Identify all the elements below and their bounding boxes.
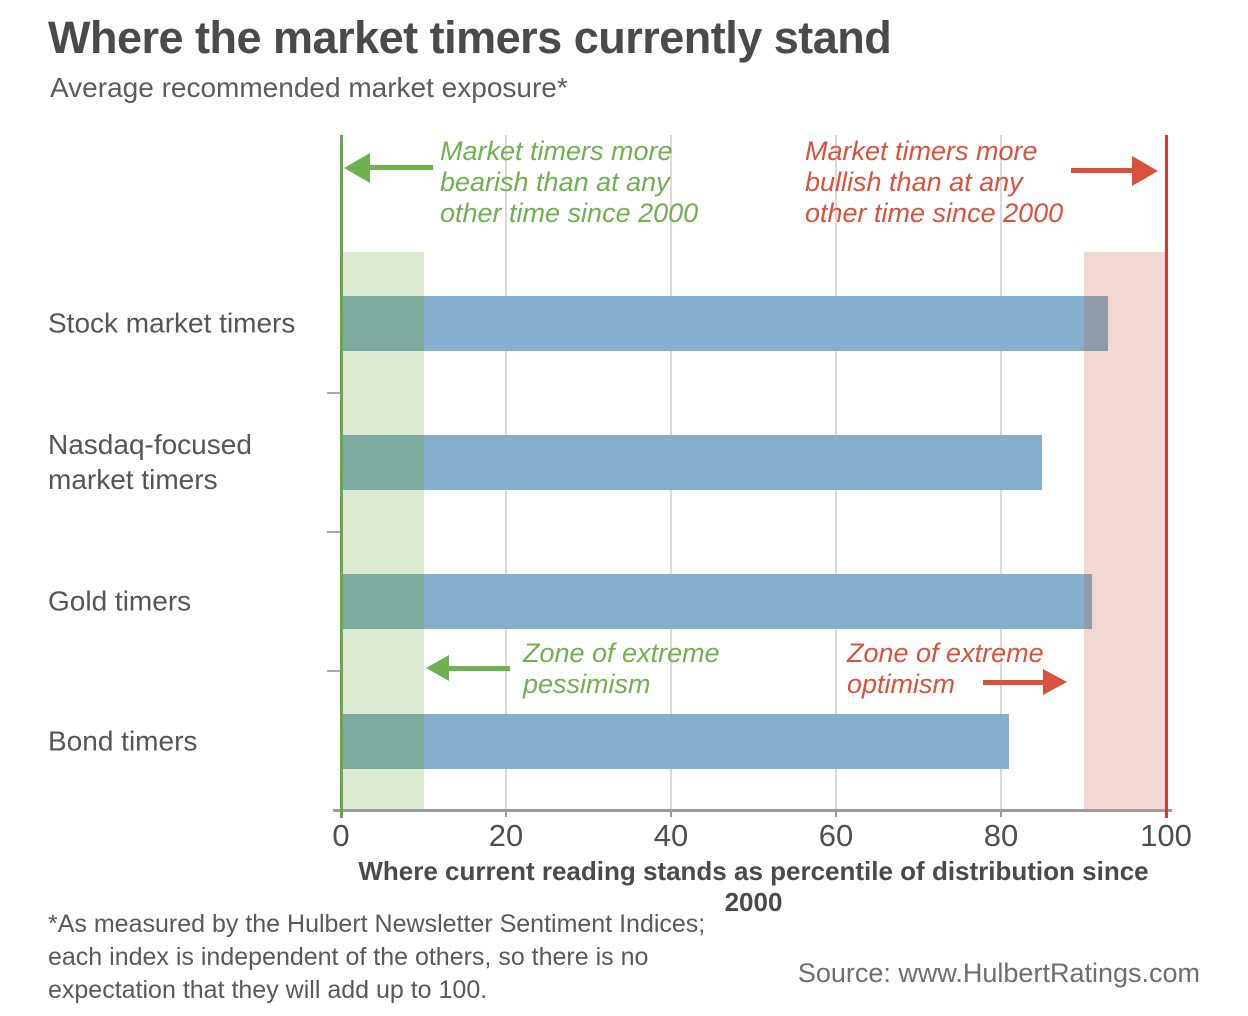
bar-1-segment xyxy=(423,434,1043,490)
annotation-optimism-zone: Zone of extreme optimism xyxy=(847,638,1044,699)
chart-subtitle: Average recommended market exposure* xyxy=(50,72,568,103)
x-axis-label: Where current reading stands as percenti… xyxy=(358,856,1149,917)
bar-3-segment-green xyxy=(341,713,424,769)
bar-3-segment xyxy=(423,713,1010,769)
x-axis-tick xyxy=(670,810,672,817)
y-axis-tick xyxy=(327,530,341,533)
bar-0-segment-green xyxy=(341,295,424,351)
category-label: Stock market timers xyxy=(48,307,296,339)
x-tick-label-0: 0 xyxy=(332,818,350,853)
x-axis-tick xyxy=(1000,810,1002,817)
annotation-bullish: Market timers more bullish than at any o… xyxy=(805,136,1064,228)
y-axis-tick xyxy=(327,391,341,394)
x-tick-label-80: 80 xyxy=(983,818,1019,853)
bar-0-segment-pink xyxy=(1083,295,1109,351)
x-tick-label-20: 20 xyxy=(488,818,524,853)
x-axis-tick xyxy=(505,810,507,817)
x-tick-label-100: 100 xyxy=(1140,818,1192,853)
x-tick-label-60: 60 xyxy=(818,818,854,853)
page-title: Where the market timers currently stand xyxy=(48,12,892,63)
bar-2-segment-green xyxy=(341,573,424,629)
footnote: *As measured by the Hulbert Newsletter S… xyxy=(48,910,706,1004)
annotation-pessimism-zone: Zone of extreme pessimism xyxy=(523,638,720,699)
zero-line-green xyxy=(339,135,343,818)
category-label: Bond timers xyxy=(48,725,198,757)
bar-2-segment xyxy=(423,573,1084,629)
x-axis-tick xyxy=(835,810,837,817)
bar-0-segment xyxy=(423,295,1084,351)
source-credit: Source: www.HulbertRatings.com xyxy=(797,958,1200,988)
y-axis-tick xyxy=(327,670,341,672)
annotation-bearish: Market timers more bearish than at any o… xyxy=(440,136,699,228)
category-label: Gold timers xyxy=(48,585,192,617)
x-axis-line xyxy=(333,809,1172,812)
bar-2-segment-pink xyxy=(1083,573,1092,629)
hundred-line-red xyxy=(1164,135,1168,818)
bar-1-segment-green xyxy=(341,434,424,490)
x-tick-label-40: 40 xyxy=(653,818,689,853)
category-label: Nasdaq-focused market timers xyxy=(48,429,252,495)
